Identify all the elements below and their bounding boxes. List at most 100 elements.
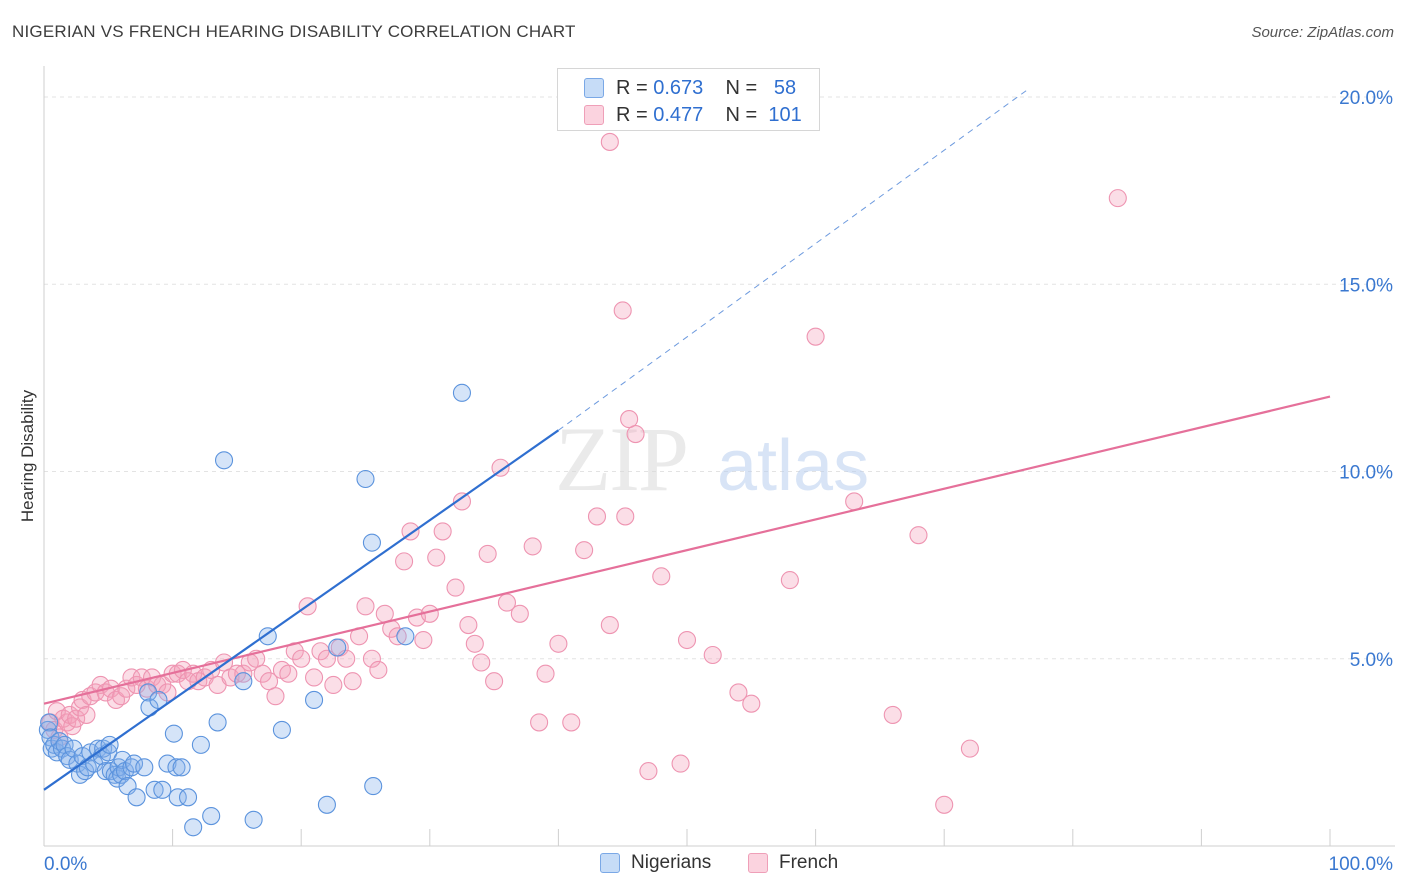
french-trendline — [43, 395, 1331, 705]
nigerian-trendline — [43, 429, 560, 791]
nigerian-point — [452, 383, 472, 402]
nigerian-point — [305, 690, 324, 709]
french-point — [324, 675, 343, 695]
french-point — [587, 507, 607, 526]
french-swatch — [584, 105, 604, 125]
watermark-zip: ZIP — [555, 408, 687, 510]
french-point — [883, 705, 902, 724]
nigerian-point — [38, 720, 57, 739]
nigerians-legend-swatch — [600, 853, 620, 873]
french-point — [465, 634, 484, 653]
source-label: Source: ZipAtlas.com — [1251, 24, 1394, 41]
nigerian-point — [158, 754, 177, 773]
french-point — [562, 713, 581, 732]
french-point — [652, 567, 671, 586]
nigerian-point — [167, 758, 186, 777]
french-point — [279, 664, 298, 683]
legend-label-french: French — [779, 852, 839, 873]
chart-title: NIGERIAN VS FRENCH HEARING DISABILITY CO… — [12, 22, 576, 41]
nigerian-point — [244, 810, 263, 829]
nigerian-point — [317, 795, 336, 814]
french-point — [388, 627, 407, 646]
french-point — [806, 327, 825, 346]
nigerian-point — [113, 750, 132, 769]
nigerian-point — [214, 451, 234, 470]
french-point — [780, 571, 799, 590]
french-point — [414, 630, 433, 650]
french-point — [600, 132, 619, 151]
nigerian-point — [145, 780, 164, 799]
nigerian-point — [153, 780, 172, 799]
nigerian-points — [38, 383, 472, 837]
french-point — [356, 597, 375, 616]
french-point — [523, 537, 542, 556]
nigerian-point — [364, 777, 383, 796]
r-label: R = — [616, 104, 654, 126]
french-point — [935, 795, 954, 814]
french-point — [510, 604, 529, 623]
r-label: R = — [616, 77, 654, 99]
french-legend-swatch — [748, 853, 768, 873]
nigerian-point — [127, 788, 146, 807]
nigerian-point — [202, 806, 221, 826]
r-value: 0.477 — [653, 104, 704, 126]
n-value: 58 — [773, 77, 797, 99]
french-point — [305, 668, 324, 687]
french-point — [266, 687, 285, 706]
french-point — [343, 672, 362, 691]
nigerian-point — [168, 788, 187, 807]
french-point — [960, 739, 979, 758]
nigerian-point — [139, 683, 158, 702]
y-tick-label: 15.0% — [1339, 275, 1393, 296]
nigerian-point — [178, 788, 198, 807]
n-label: N = — [725, 104, 763, 126]
french-point — [259, 672, 279, 691]
nigerian-point — [362, 533, 381, 552]
tick-labels: 5.0% 10.0% 15.0% 20.0% 0.0% 100.0% — [44, 88, 1393, 875]
french-point — [253, 664, 272, 683]
y-tick-label: 20.0% — [1339, 88, 1393, 109]
french-point — [703, 645, 722, 665]
french-point — [1108, 189, 1127, 208]
nigerian-point — [149, 690, 168, 709]
french-point — [530, 713, 549, 732]
french-point — [742, 694, 761, 713]
french-point — [485, 672, 504, 691]
french-point — [639, 762, 658, 781]
gridlines — [44, 96, 1395, 660]
french-point — [575, 541, 594, 560]
y-tick-label: 10.0% — [1339, 463, 1393, 484]
watermark: ZIP atlas — [555, 408, 869, 510]
french-point — [395, 552, 414, 571]
x-tick-label-max: 100.0% — [1329, 854, 1394, 875]
nigerian-point — [328, 638, 347, 657]
french-point — [478, 544, 497, 563]
french-point — [613, 301, 632, 320]
nigerian-trendline-extension — [558, 89, 1029, 431]
y-tick-label: 5.0% — [1350, 650, 1393, 671]
french-point — [77, 705, 96, 724]
french-point — [227, 664, 246, 683]
watermark-atlas: atlas — [717, 426, 869, 506]
french-point — [369, 660, 388, 680]
french-point — [909, 526, 928, 545]
french-point — [491, 458, 510, 477]
nigerian-point — [40, 713, 59, 732]
french-point — [292, 649, 311, 668]
french-point — [671, 754, 690, 773]
nigerian-point — [191, 735, 210, 754]
french-point — [845, 492, 864, 511]
n-label: N = — [725, 77, 763, 99]
nigerian-point — [184, 818, 203, 837]
nigerian-point — [234, 672, 253, 691]
french-point — [616, 507, 635, 526]
legend-label-nigerians: Nigerians — [631, 852, 712, 873]
x-tick-label-min: 0.0% — [44, 854, 87, 875]
french-point — [433, 522, 452, 541]
french-point — [459, 615, 478, 635]
trendlines — [43, 89, 1331, 791]
nigerian-point — [124, 754, 144, 773]
french-point — [67, 709, 86, 728]
french-point — [600, 615, 619, 635]
